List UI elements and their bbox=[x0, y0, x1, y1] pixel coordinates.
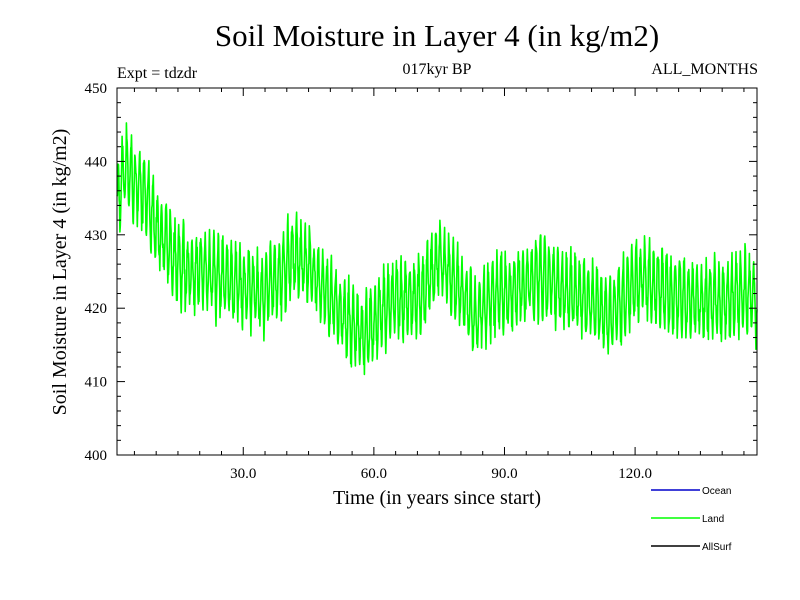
tick-layer: 30.0 60.0 90.0 120.0 400 410 420 430 440 450 bbox=[85, 81, 757, 482]
y-tick-label: 410 bbox=[85, 375, 108, 391]
chart-title: Soil Moisture in Layer 4 (in kg/m2) bbox=[215, 18, 659, 53]
plot-frame bbox=[116, 87, 758, 456]
legend-label-allsurf: AllSurf bbox=[702, 542, 732, 553]
months-label: ALL_MONTHS bbox=[651, 61, 758, 78]
y-tick-label: 400 bbox=[85, 448, 108, 464]
legend-label-ocean: Ocean bbox=[702, 486, 731, 497]
x-tick-label: 120.0 bbox=[618, 466, 652, 482]
x-tick-label: 60.0 bbox=[361, 466, 387, 482]
x-tick-label: 90.0 bbox=[491, 466, 517, 482]
y-tick-label: 420 bbox=[85, 301, 108, 317]
y-tick-label: 440 bbox=[85, 154, 108, 170]
period-label: 017kyr BP bbox=[403, 61, 472, 78]
x-axis-label: Time (in years since start) bbox=[333, 487, 541, 509]
experiment-label: Expt = tdzdr bbox=[117, 65, 198, 82]
y-axis-label: Soil Moisture in Layer 4 (in kg/m2) bbox=[49, 129, 71, 416]
legend: Ocean Land AllSurf bbox=[651, 486, 732, 553]
land-series-line bbox=[116, 122, 758, 376]
x-tick-label: 30.0 bbox=[230, 466, 256, 482]
y-tick-label: 450 bbox=[85, 81, 108, 97]
y-tick-label: 430 bbox=[85, 228, 108, 244]
data-layer bbox=[116, 122, 758, 376]
legend-label-land: Land bbox=[702, 514, 724, 525]
